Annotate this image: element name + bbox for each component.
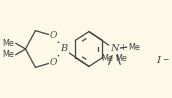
Text: +: + [119,43,126,52]
Text: I: I [156,56,160,65]
Text: Me: Me [2,50,14,59]
Text: −: − [162,55,169,64]
Text: Me: Me [2,39,14,48]
Text: Me: Me [128,43,140,52]
Text: Me: Me [101,54,113,64]
Text: O: O [50,31,57,40]
Text: B: B [60,44,67,54]
Text: Me: Me [116,54,127,64]
Text: N: N [110,44,119,54]
Text: O: O [50,58,57,67]
